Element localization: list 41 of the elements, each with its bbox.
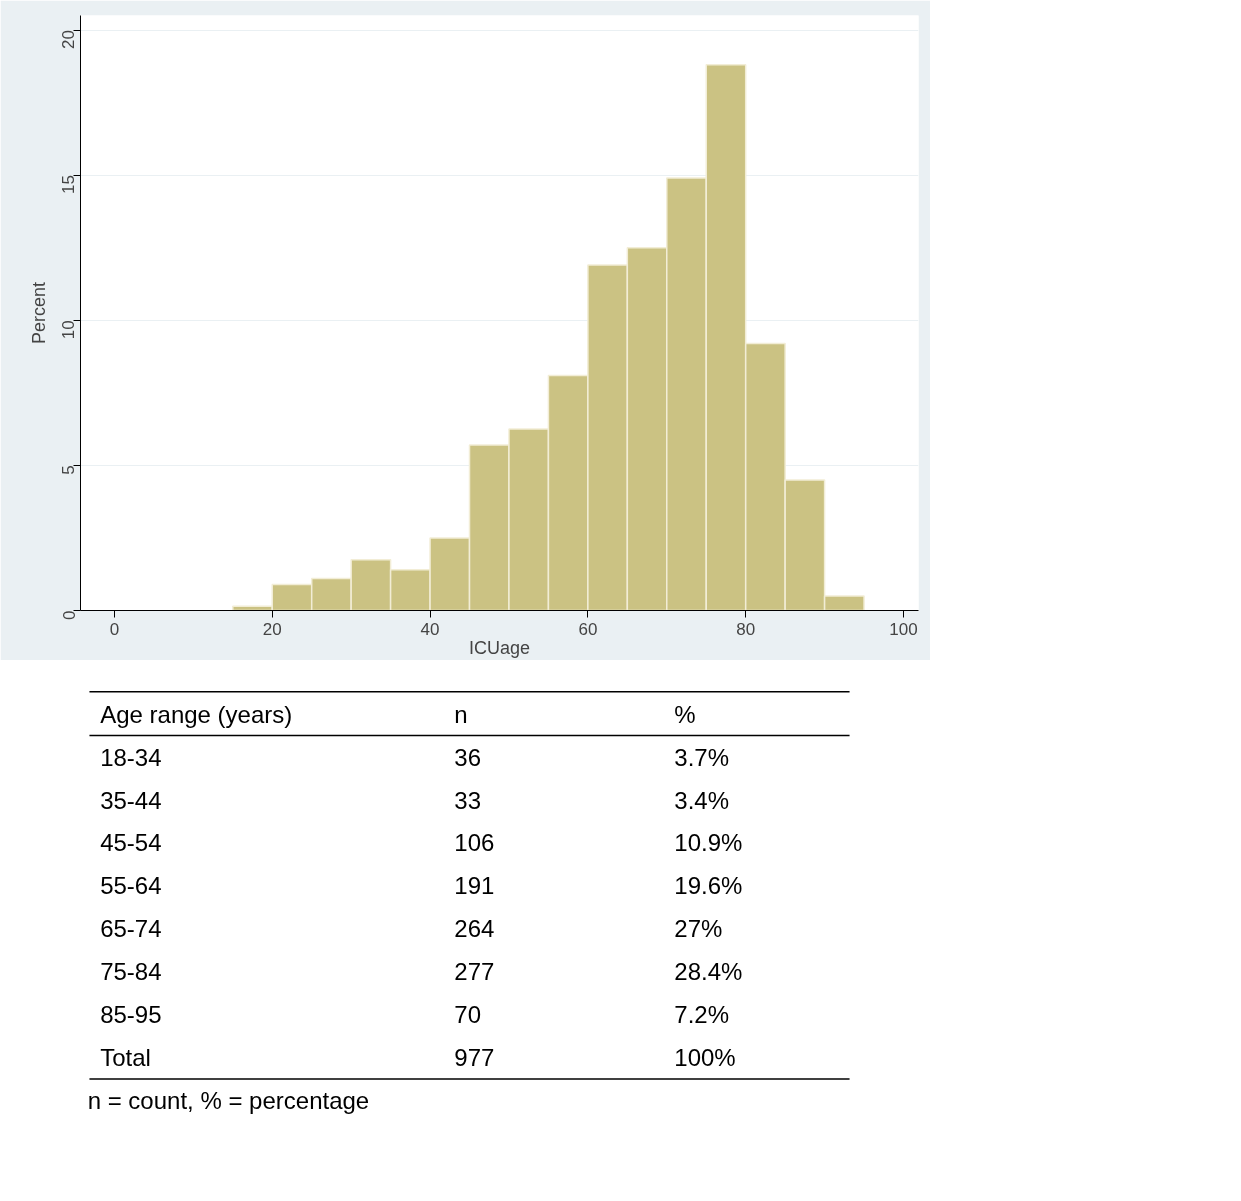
text: 106 [454, 829, 495, 857]
text: 277 [454, 958, 495, 986]
text: 7.2% [674, 1001, 729, 1029]
text: Age range (years) [100, 700, 293, 728]
x-tick-label: 20 [262, 619, 282, 639]
text: 3.4% [674, 786, 729, 814]
text: 977 [454, 1044, 495, 1072]
text: Total [100, 1044, 151, 1072]
y-axis-title: Percent [28, 281, 49, 345]
text: 36 [454, 743, 481, 771]
text: 65-74 [100, 915, 162, 943]
y-tick-label: 10 [59, 320, 79, 340]
text: 18-34 [100, 743, 162, 771]
text: 55-64 [100, 872, 162, 900]
y-tick-label: 15 [59, 175, 79, 195]
y-tick-label: 0 [59, 610, 79, 620]
text: 100% [674, 1044, 736, 1072]
x-tick-label: 80 [736, 619, 756, 639]
x-axis-title: ICUage [468, 637, 531, 658]
text: 28.4% [674, 958, 743, 986]
x-tick-label: 60 [578, 619, 598, 639]
x-tick-label: 100 [889, 619, 918, 639]
y-tick-label: 5 [59, 465, 79, 475]
text: 10.9% [674, 829, 743, 857]
text: 3.7% [674, 743, 729, 771]
text: 35-44 [100, 786, 162, 814]
text: 264 [454, 915, 495, 943]
x-tick-label: 40 [420, 619, 440, 639]
text: % [674, 700, 696, 728]
text: 45-54 [100, 829, 162, 857]
text: 75-84 [100, 958, 162, 986]
text: 19.6% [674, 872, 743, 900]
text: n = count, % = percentage [87, 1087, 370, 1115]
text: 191 [454, 872, 495, 900]
text: 33 [454, 786, 481, 814]
x-tick-label: 0 [109, 619, 120, 639]
text: 85-95 [100, 1001, 162, 1029]
text: 27% [674, 915, 723, 943]
text: 70 [454, 1001, 481, 1029]
y-tick-label: 20 [59, 30, 79, 49]
text: n [454, 700, 468, 728]
